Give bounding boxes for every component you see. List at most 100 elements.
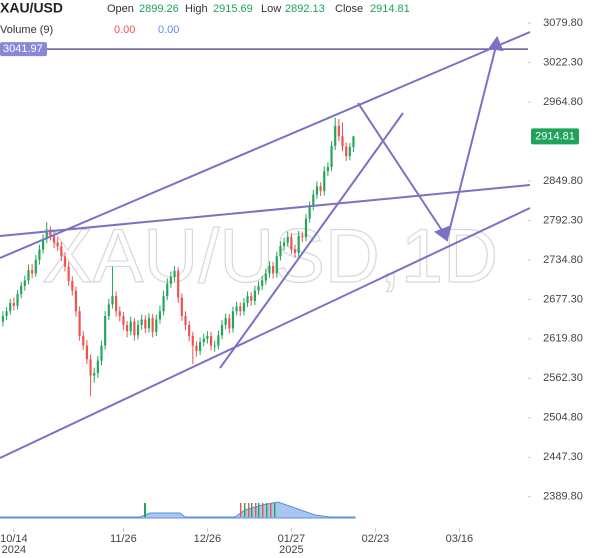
candle-body: [12, 303, 15, 306]
arrow: [357, 102, 446, 236]
candle-body: [239, 306, 242, 312]
legend-value: 2914.81: [370, 3, 410, 15]
header: XAU/USD Open 2899.26 High 2915.69 Low 28…: [0, 0, 410, 36]
candle-body: [9, 303, 12, 312]
candle-body: [125, 324, 129, 332]
y-tick-label: 3079.80: [543, 17, 583, 29]
candle-body: [261, 280, 264, 286]
arrowhead: [433, 225, 451, 242]
last-price-box: [531, 128, 579, 145]
candle-body: [122, 316, 125, 325]
legend-value: 2899.26: [139, 3, 179, 15]
watermark: XAU/USD,1D: [42, 214, 498, 299]
candle-body: [63, 256, 67, 267]
candle-body: [104, 316, 107, 346]
channel-upper: [0, 31, 531, 259]
x-tick-label: 02/23: [362, 533, 390, 545]
last-price-label: 2914.81: [535, 130, 575, 142]
candle-body: [341, 136, 344, 147]
candle-body: [89, 359, 92, 376]
candle-body: [5, 311, 8, 317]
candle-body: [169, 276, 172, 284]
volume-pane: [0, 501, 356, 519]
candle-body: [140, 319, 143, 325]
candle-body: [199, 342, 202, 352]
x-tick-label: 01/27: [278, 533, 306, 545]
x-year-label: 2024: [2, 544, 26, 556]
candle-body: [184, 316, 187, 325]
legend-label: Close: [335, 3, 363, 15]
candle-body: [195, 345, 198, 352]
level-label: 3041.97: [3, 43, 43, 55]
candle-body: [180, 297, 183, 317]
candle-body: [228, 318, 231, 329]
y-tick-label: 2792.30: [543, 214, 583, 226]
candle-body: [323, 171, 326, 192]
legend-value: 0.00: [114, 24, 135, 36]
legend-label: Low: [261, 3, 281, 15]
candle-body: [220, 324, 224, 336]
candle-body: [345, 146, 348, 157]
candle-body: [272, 265, 275, 274]
x-year-label: 2025: [279, 544, 303, 556]
candle-body: [45, 230, 48, 240]
candle-body: [147, 318, 151, 329]
symbol: XAU/USD: [0, 0, 63, 16]
candle-body: [257, 285, 260, 291]
level-label-box: [0, 42, 47, 57]
candle-body: [348, 147, 351, 157]
candle-body: [151, 318, 154, 332]
candle-body: [334, 125, 337, 146]
candle-body: [107, 304, 110, 317]
candle-body: [246, 296, 249, 304]
candle-body: [158, 311, 162, 320]
candle-body: [352, 136, 355, 148]
trend-line: [0, 184, 531, 237]
y-tick-label: 2677.30: [543, 293, 583, 305]
candle-body: [217, 335, 220, 346]
candle-body: [235, 306, 238, 312]
candle-body: [118, 311, 121, 317]
x-tick-label: 03/16: [446, 533, 474, 545]
candle-body: [308, 206, 311, 219]
volume-bar: [144, 503, 146, 517]
legend-label: Volume (9): [0, 24, 53, 36]
candle-body: [319, 186, 322, 192]
candle-body: [23, 280, 26, 286]
legend-value: 0.00: [158, 24, 179, 36]
volume-bars: [240, 503, 272, 517]
candle-body: [177, 270, 180, 298]
candle-body: [115, 296, 118, 312]
candle-body: [16, 294, 19, 306]
candle-body: [49, 230, 52, 236]
candle-body: [224, 318, 227, 325]
candle-body: [293, 249, 297, 253]
candle-body: [100, 345, 103, 361]
candle-body: [41, 239, 45, 250]
candle-body: [111, 296, 114, 305]
candle-body: [330, 145, 333, 168]
drawings: [0, 31, 531, 459]
y-tick-label: 2964.80: [543, 96, 583, 108]
y-tick-label: 2447.30: [543, 451, 583, 463]
candle-body: [144, 319, 147, 329]
candle-body: [85, 345, 88, 360]
y-tick-label: 3022.30: [543, 56, 583, 68]
y-tick-label: 2389.80: [543, 491, 583, 503]
candle-body: [136, 324, 140, 336]
candle-body: [209, 335, 213, 346]
candle-body: [133, 321, 136, 336]
candle-body: [326, 167, 329, 172]
candle-body: [337, 125, 340, 137]
candle-body: [297, 235, 300, 253]
candle-body: [38, 249, 41, 260]
channel-lower: [0, 207, 531, 459]
candle-body: [250, 296, 253, 301]
candle-body: [231, 311, 235, 329]
candle-body: [312, 194, 315, 207]
candle-body: [191, 335, 194, 346]
legend-label: Open: [107, 3, 134, 15]
y-tick-label: 2734.80: [543, 254, 583, 266]
candle-body: [213, 345, 216, 347]
